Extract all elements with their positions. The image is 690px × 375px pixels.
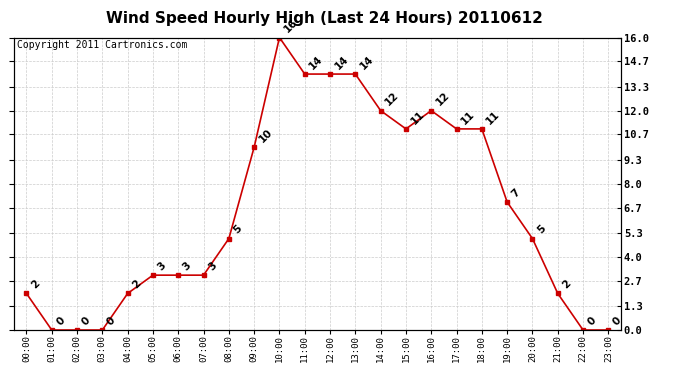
Text: 14: 14 xyxy=(308,54,325,71)
Text: Wind Speed Hourly High (Last 24 Hours) 20110612: Wind Speed Hourly High (Last 24 Hours) 2… xyxy=(106,11,543,26)
Text: 2: 2 xyxy=(560,279,573,291)
Text: 11: 11 xyxy=(408,109,426,126)
Text: 5: 5 xyxy=(232,224,244,236)
Text: 0: 0 xyxy=(55,315,67,327)
Text: 5: 5 xyxy=(535,224,547,236)
Text: 0: 0 xyxy=(105,315,117,327)
Text: 0: 0 xyxy=(586,315,598,327)
Text: 12: 12 xyxy=(384,90,401,108)
Text: 0: 0 xyxy=(611,315,623,327)
Text: 14: 14 xyxy=(358,54,375,71)
Text: 14: 14 xyxy=(333,54,351,71)
Text: Copyright 2011 Cartronics.com: Copyright 2011 Cartronics.com xyxy=(17,40,187,50)
Text: 10: 10 xyxy=(257,127,274,144)
Text: 0: 0 xyxy=(80,315,92,327)
Text: 11: 11 xyxy=(460,109,477,126)
Text: 2: 2 xyxy=(130,279,143,291)
Text: 3: 3 xyxy=(206,260,219,272)
Text: 12: 12 xyxy=(434,90,451,108)
Text: 2: 2 xyxy=(29,279,41,291)
Text: 11: 11 xyxy=(484,109,502,126)
Text: 16: 16 xyxy=(282,17,299,35)
Text: 3: 3 xyxy=(181,260,193,272)
Text: 3: 3 xyxy=(156,260,168,272)
Text: 7: 7 xyxy=(510,187,522,199)
